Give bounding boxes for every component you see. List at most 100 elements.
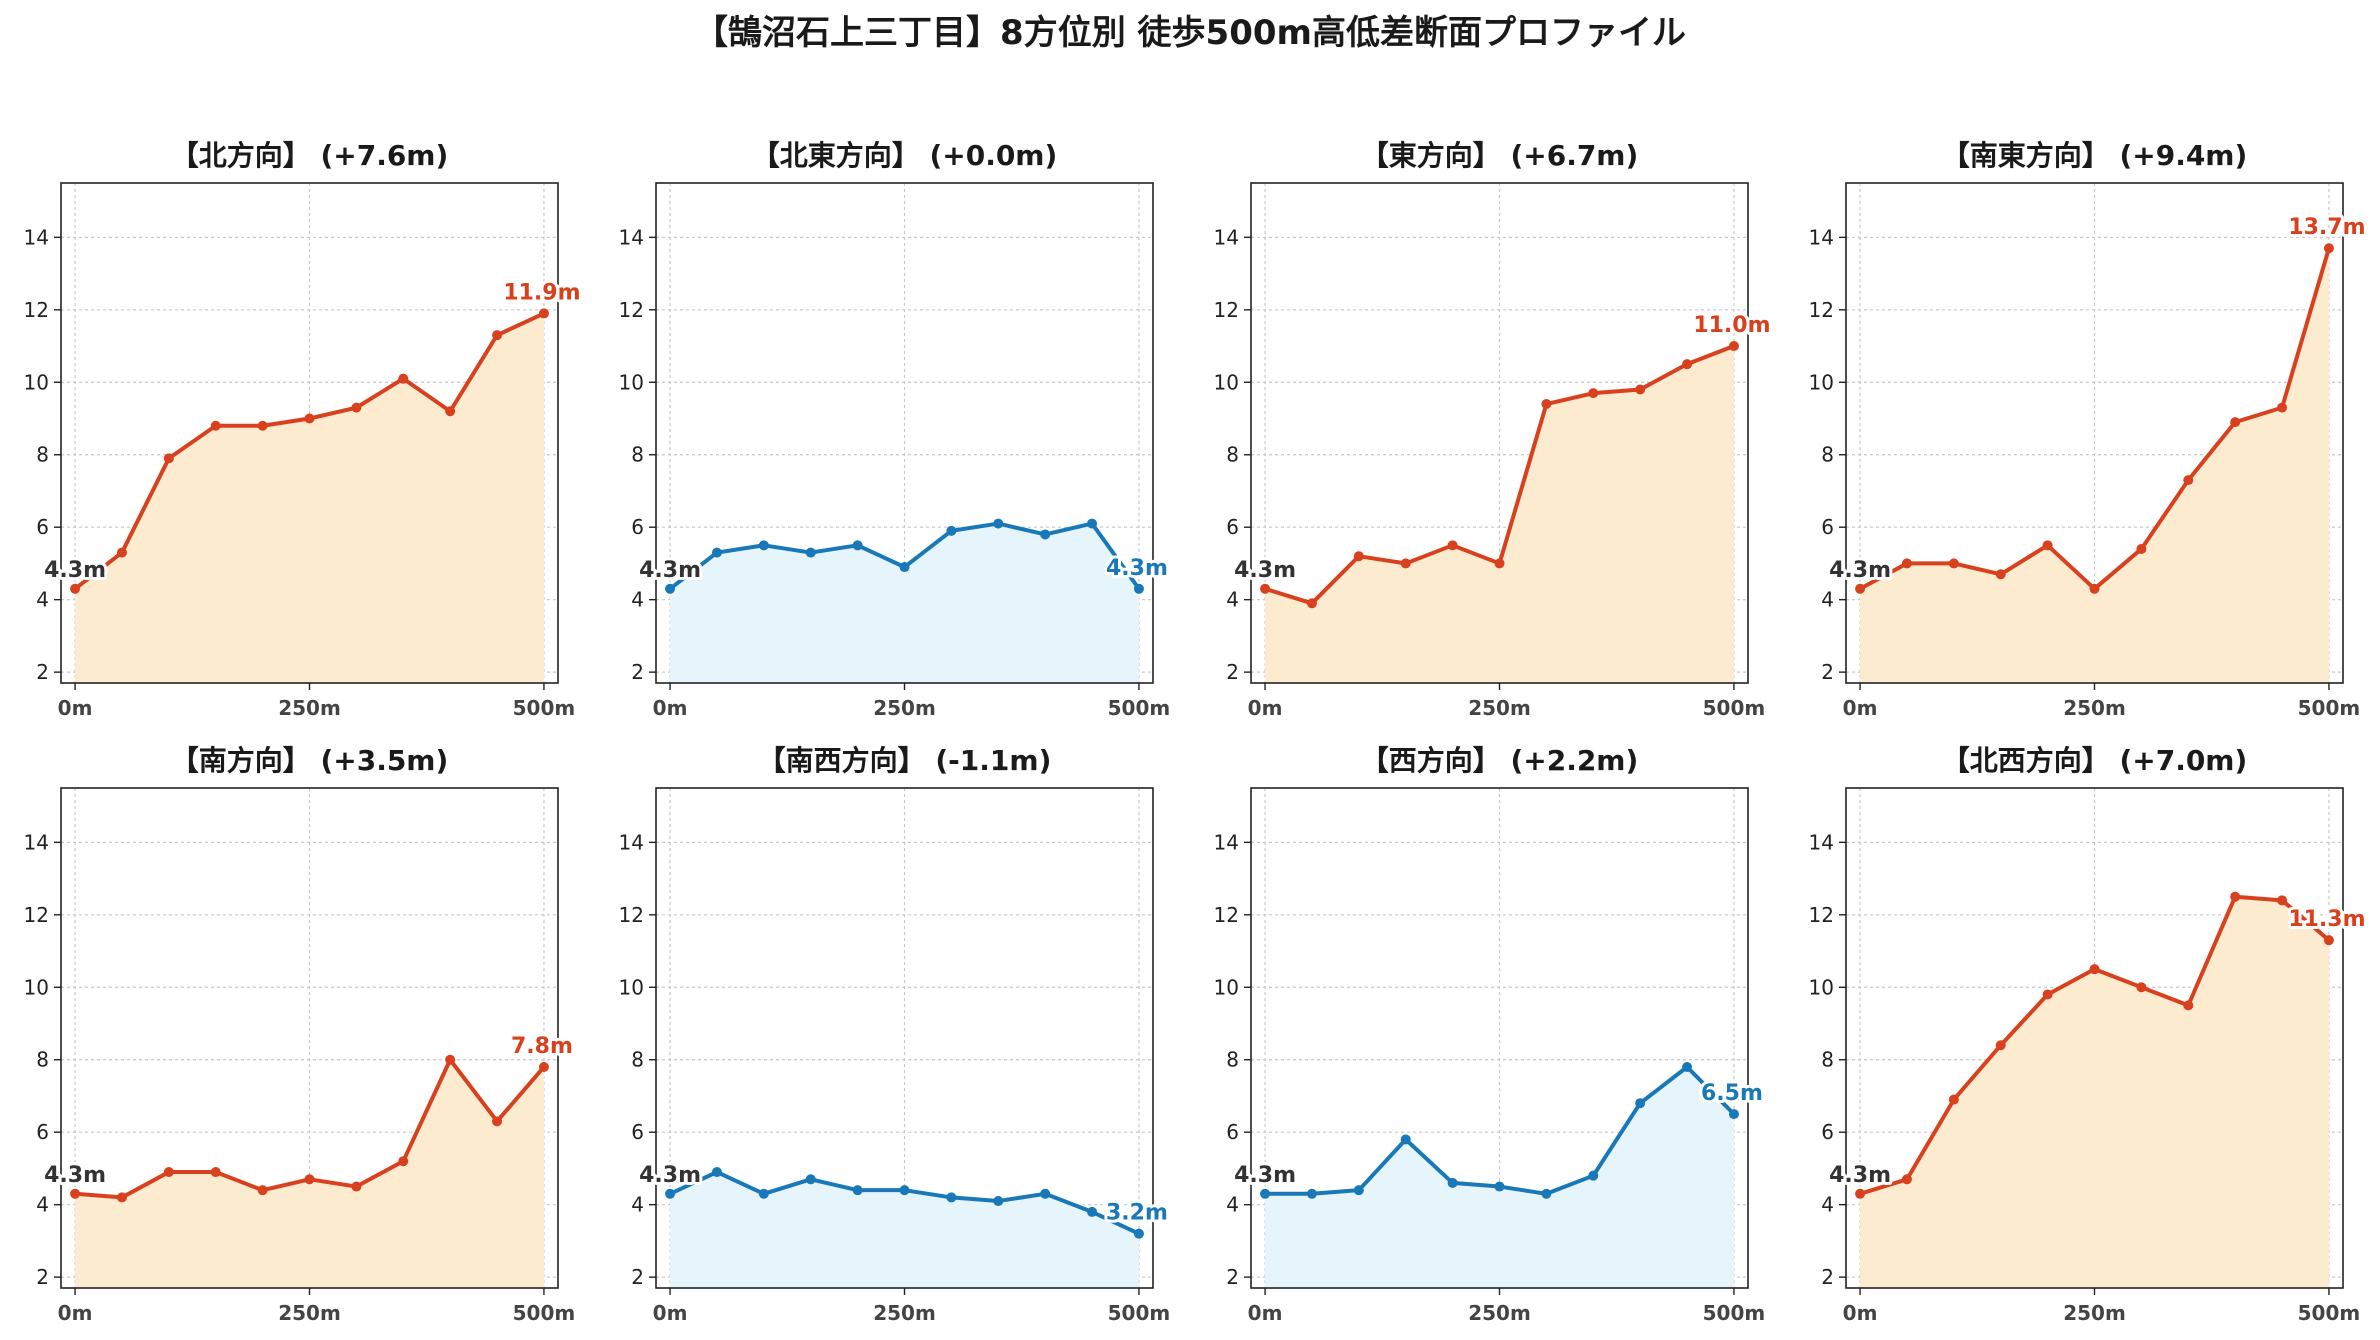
data-point xyxy=(257,1185,268,1196)
data-point xyxy=(2042,540,2053,551)
y-tick-label: 2 xyxy=(1226,660,1239,684)
y-tick-label: 6 xyxy=(1226,1120,1239,1144)
y-tick-label: 8 xyxy=(631,443,644,467)
end-elevation-label: 11.3m xyxy=(2288,907,2365,932)
x-tick-label: 0m xyxy=(58,696,93,720)
x-tick-label: 250m xyxy=(1468,696,1531,720)
data-point xyxy=(1635,1098,1646,1109)
data-point xyxy=(1855,1188,1866,1199)
panel-title: 【北東方向】 (+0.0m) xyxy=(752,139,1058,172)
data-point xyxy=(1995,1040,2006,1051)
start-elevation-label: 4.3m xyxy=(44,1163,106,1188)
data-point xyxy=(852,1185,863,1196)
data-point xyxy=(993,1196,1004,1207)
data-point xyxy=(1400,1134,1411,1145)
x-tick-label: 0m xyxy=(1843,696,1878,720)
start-elevation-label: 4.3m xyxy=(1829,558,1891,583)
elevation-area xyxy=(1265,1066,1734,1288)
x-tick-label: 250m xyxy=(278,1301,341,1325)
start-elevation-label: 4.3m xyxy=(44,558,106,583)
data-point xyxy=(1995,569,2006,580)
y-tick-label: 10 xyxy=(1809,975,1834,999)
y-tick-label: 6 xyxy=(631,1120,644,1144)
data-point xyxy=(993,518,1004,529)
start-elevation-label: 4.3m xyxy=(639,558,701,583)
data-point xyxy=(538,1061,549,1072)
x-tick-label: 500m xyxy=(513,1301,576,1325)
data-point xyxy=(852,540,863,551)
data-point xyxy=(1541,1188,1552,1199)
data-point xyxy=(711,547,722,558)
x-tick-label: 500m xyxy=(513,696,576,720)
data-point xyxy=(1494,558,1505,569)
panel-title: 【南西方向】 (-1.1m) xyxy=(758,744,1052,777)
data-point xyxy=(1447,540,1458,551)
data-point xyxy=(2183,1000,2194,1011)
data-point xyxy=(1400,558,1411,569)
x-tick-label: 0m xyxy=(58,1301,93,1325)
data-point xyxy=(492,330,503,341)
y-tick-label: 4 xyxy=(1821,1193,1834,1217)
x-tick-label: 0m xyxy=(1248,1301,1283,1325)
data-point xyxy=(946,525,957,536)
data-point xyxy=(116,1192,127,1203)
data-point xyxy=(351,1181,362,1192)
data-point xyxy=(1040,1188,1051,1199)
data-point xyxy=(2089,583,2100,594)
x-tick-label: 250m xyxy=(278,696,341,720)
data-point xyxy=(1588,1170,1599,1181)
elevation-area xyxy=(75,313,544,683)
data-point xyxy=(1855,583,1866,594)
x-tick-label: 250m xyxy=(873,696,936,720)
data-point xyxy=(805,1174,816,1185)
data-point xyxy=(1682,1061,1693,1072)
data-point xyxy=(304,413,315,424)
data-point xyxy=(2089,964,2100,975)
data-point xyxy=(1728,1109,1739,1120)
y-tick-label: 8 xyxy=(631,1048,644,1072)
end-elevation-label: 6.5m xyxy=(1701,1081,1763,1106)
data-point xyxy=(70,583,81,594)
panel-6: 【西方向】 (+2.2m) 2 4 6 8 10 12 14 0m 250m 500m 4.3m 6.5… xyxy=(1214,744,1766,1325)
end-elevation-label: 11.9m xyxy=(503,280,580,305)
data-point xyxy=(445,406,456,417)
y-tick-label: 2 xyxy=(1226,1265,1239,1289)
data-point xyxy=(210,420,221,431)
y-tick-label: 6 xyxy=(36,515,49,539)
x-tick-label: 500m xyxy=(1703,1301,1766,1325)
y-tick-label: 2 xyxy=(36,660,49,684)
data-point xyxy=(2183,475,2194,486)
data-point xyxy=(1353,551,1364,562)
x-tick-label: 0m xyxy=(653,696,688,720)
data-point xyxy=(1948,558,1959,569)
y-tick-label: 14 xyxy=(1809,225,1834,249)
y-tick-label: 2 xyxy=(1821,660,1834,684)
y-tick-label: 12 xyxy=(24,298,49,322)
y-tick-label: 8 xyxy=(1226,443,1239,467)
panel-title: 【南方向】 (+3.5m) xyxy=(171,744,449,777)
y-tick-label: 6 xyxy=(1226,515,1239,539)
y-tick-label: 6 xyxy=(1821,1120,1834,1144)
x-tick-label: 250m xyxy=(2063,696,2126,720)
data-point xyxy=(1447,1177,1458,1188)
data-point xyxy=(2277,895,2288,906)
data-point xyxy=(257,420,268,431)
y-tick-label: 12 xyxy=(1214,298,1239,322)
data-point xyxy=(1133,583,1144,594)
data-point xyxy=(2042,989,2053,1000)
panel-title: 【北方向】 (+7.6m) xyxy=(171,139,449,172)
data-point xyxy=(1087,518,1098,529)
panel-4: 【南方向】 (+3.5m) 2 4 6 8 10 12 14 0m 250m 500m 4.3m 7.8… xyxy=(24,744,576,1325)
data-point xyxy=(445,1054,456,1065)
data-point xyxy=(1728,341,1739,352)
y-tick-label: 6 xyxy=(631,515,644,539)
x-tick-label: 250m xyxy=(873,1301,936,1325)
elevation-area xyxy=(75,1059,544,1288)
panel-title: 【西方向】 (+2.2m) xyxy=(1361,744,1639,777)
y-tick-label: 8 xyxy=(1821,1048,1834,1072)
y-tick-label: 2 xyxy=(631,660,644,684)
data-point xyxy=(1260,1188,1271,1199)
data-point xyxy=(2323,935,2334,946)
data-point xyxy=(899,1185,910,1196)
